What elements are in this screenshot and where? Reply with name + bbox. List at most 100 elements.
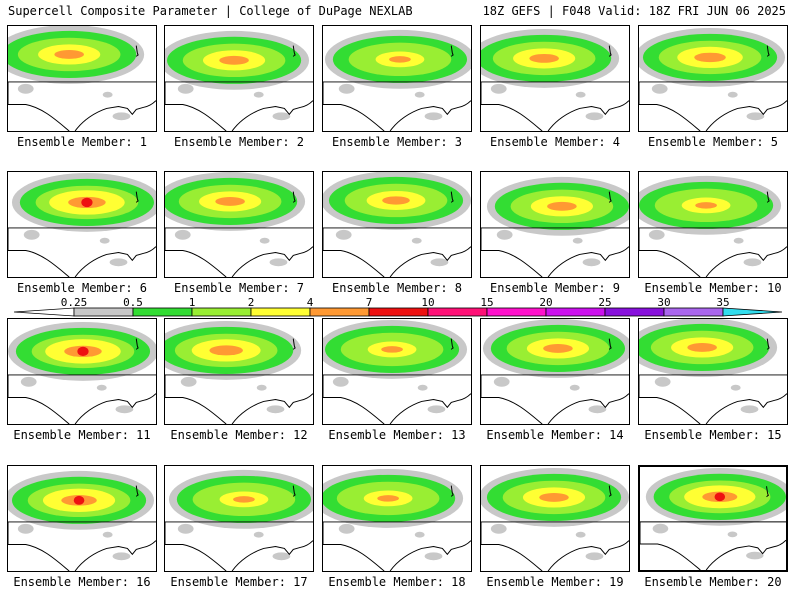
ensemble-member-panel[interactable]: [480, 318, 630, 425]
scp-025-blob: [727, 91, 738, 98]
great-lakes-outline: [766, 486, 769, 498]
colorbar-swatch: [427, 307, 488, 317]
ensemble-member-panel[interactable]: [480, 171, 630, 278]
great-lakes-outline: [766, 45, 770, 57]
scp-025-blob: [414, 91, 425, 98]
country-border: [323, 521, 471, 545]
coastline: [8, 540, 156, 571]
country-border: [323, 227, 471, 251]
scp-025-blob: [496, 229, 513, 240]
country-border: [639, 227, 787, 251]
scp-025-blob: [430, 258, 449, 267]
scp-4-contour: [539, 492, 569, 502]
ensemble-member-panel[interactable]: [7, 171, 157, 278]
ensemble-member-label: Ensemble Member: 15: [644, 428, 782, 442]
ensemble-member-panel[interactable]: [638, 25, 788, 132]
great-lakes-outline: [135, 485, 139, 497]
coastline: [8, 246, 156, 277]
scp-4-contour: [694, 52, 726, 63]
scp-025-blob: [585, 112, 604, 121]
scp-025-blob: [109, 258, 128, 267]
ensemble-member-panel[interactable]: [322, 25, 472, 132]
ensemble-member-panel[interactable]: [164, 465, 314, 572]
ensemble-member-panel[interactable]: [480, 25, 630, 132]
ensemble-member-panel[interactable]: [7, 465, 157, 572]
map-title: Supercell Composite Parameter | College …: [8, 4, 413, 18]
ensemble-member-panel[interactable]: [322, 318, 472, 425]
ensemble-member-panel[interactable]: [638, 318, 788, 425]
scp-025-blob: [411, 237, 422, 244]
country-border: [165, 81, 313, 105]
ensemble-member-panel[interactable]: [7, 25, 157, 132]
valid-time-label: 18Z GEFS | F048 Valid: 18Z FRI JUN 06 20…: [482, 4, 786, 18]
colorbar-swatch: [604, 307, 665, 317]
colorbar-tick-label: 4: [307, 296, 314, 309]
great-lakes-outline: [292, 45, 296, 57]
great-lakes-outline: [766, 191, 770, 203]
scp-025-blob: [490, 523, 507, 534]
scp-025-blob: [253, 91, 264, 98]
scp-025-blob: [266, 405, 285, 414]
ensemble-member-panel[interactable]: [480, 465, 630, 572]
great-lakes-outline: [292, 485, 296, 497]
ensemble-member-panel[interactable]: [322, 465, 472, 572]
scp-025-blob: [427, 405, 446, 414]
coastline: [165, 540, 313, 571]
coastline: [481, 246, 629, 277]
ensemble-member-panel[interactable]: [164, 318, 314, 425]
ensemble-member-label: Ensemble Member: 16: [13, 575, 151, 589]
coastline: [323, 100, 471, 131]
coastline: [8, 100, 156, 131]
ensemble-member-panel[interactable]: [638, 465, 788, 572]
coastline: [481, 540, 629, 571]
scp-4-contour: [233, 496, 255, 503]
ensemble-member-panel[interactable]: [638, 171, 788, 278]
country-border: [165, 227, 313, 251]
coastline: [481, 393, 629, 424]
ensemble-member-panel[interactable]: [7, 318, 157, 425]
ensemble-member-label: Ensemble Member: 8: [331, 281, 463, 295]
scp-025-blob: [17, 523, 34, 534]
great-lakes-outline: [766, 338, 770, 350]
colorbar-swatch: [309, 307, 370, 317]
scp-025-blob: [115, 405, 134, 414]
country-border: [640, 521, 786, 545]
scp-7-contour: [77, 346, 89, 357]
great-lakes-outline: [450, 338, 454, 350]
scp-025-blob: [572, 237, 583, 244]
colorbar-tick-label: 1: [189, 296, 196, 309]
scp-025-blob: [648, 229, 665, 240]
scp-4-contour: [377, 495, 399, 502]
coastline: [165, 100, 313, 131]
colorbar-under-arrow: [13, 307, 75, 317]
scp-4-contour: [543, 344, 573, 353]
scp-4-contour: [529, 53, 559, 63]
scp-025-blob: [112, 112, 131, 121]
scp-025-blob: [746, 551, 764, 560]
coastline: [323, 540, 471, 571]
scp-025-blob: [730, 384, 741, 391]
scp-025-blob: [740, 405, 759, 414]
scp-025-blob: [256, 384, 267, 391]
scp-025-blob: [335, 229, 352, 240]
scp-025-blob: [575, 91, 586, 98]
colorbar-tick-label: 30: [657, 296, 670, 309]
scp-7-contour: [73, 495, 85, 505]
ensemble-member-panel[interactable]: [322, 171, 472, 278]
scp-025-blob: [23, 229, 40, 240]
ensemble-member-panel[interactable]: [164, 171, 314, 278]
country-border: [8, 81, 156, 105]
great-lakes-outline: [608, 191, 612, 203]
scp-025-blob: [99, 237, 110, 244]
colorbar-swatch: [663, 307, 724, 317]
coastline: [639, 100, 787, 131]
scp-025-blob: [490, 83, 507, 94]
ensemble-member-label: Ensemble Member: 5: [647, 135, 779, 149]
ensemble-member-label: Ensemble Member: 2: [173, 135, 305, 149]
country-border: [481, 81, 629, 105]
ensemble-member-label: Ensemble Member: 11: [13, 428, 151, 442]
ensemble-member-panel[interactable]: [164, 25, 314, 132]
ensemble-member-label: Ensemble Member: 19: [486, 575, 624, 589]
scp-025-blob: [569, 384, 580, 391]
colorbar-tick-label: 20: [539, 296, 552, 309]
